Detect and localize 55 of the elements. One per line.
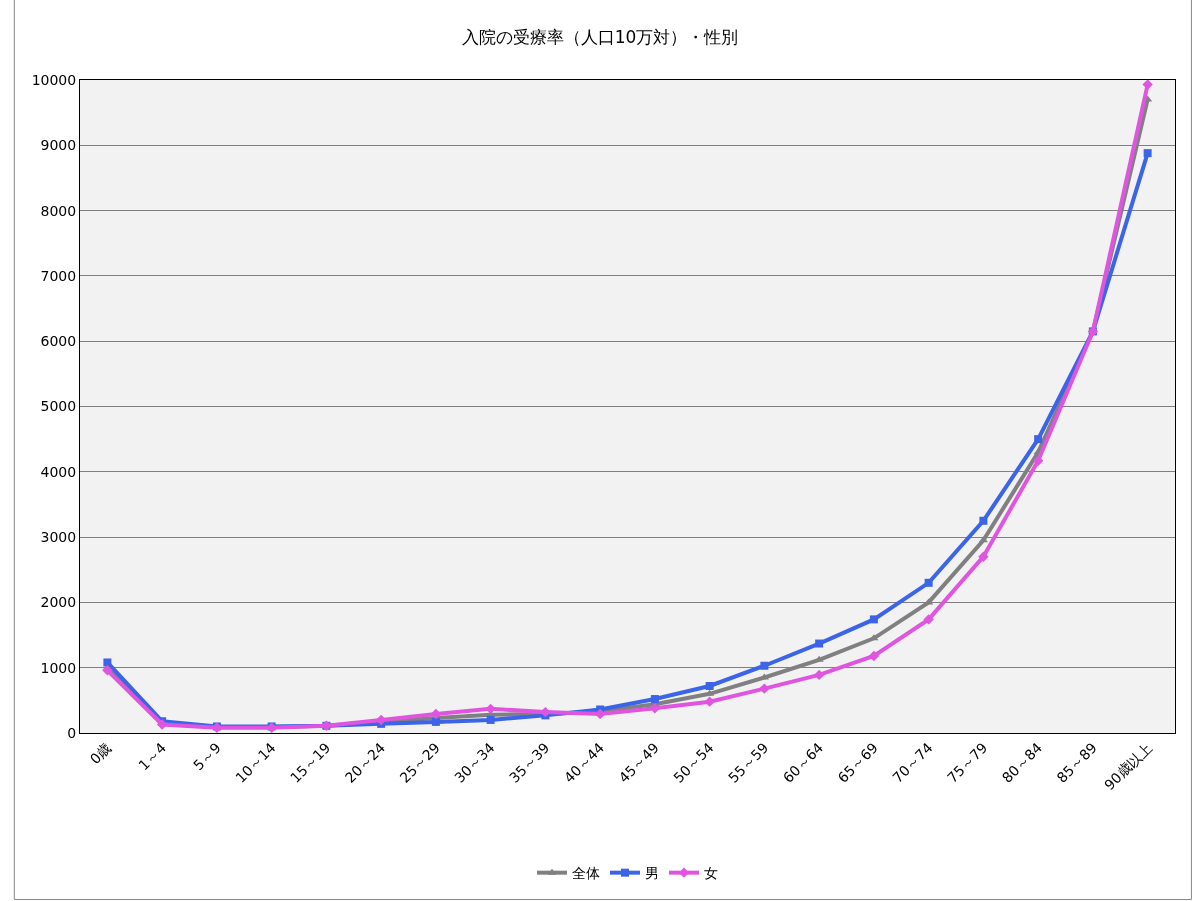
x-tick-label: 85～89 — [1053, 739, 1100, 786]
y-tick-label: 3000 — [40, 529, 77, 545]
y-tick-label: 5000 — [40, 398, 77, 415]
x-tick-label: 45～49 — [615, 739, 662, 786]
x-tick-label: 0歳 — [86, 739, 115, 768]
point — [650, 695, 659, 704]
x-tick-label: 55～59 — [725, 739, 772, 786]
x-tick-label: 75～79 — [944, 739, 991, 786]
x-tick-label: 5～9 — [190, 739, 224, 774]
y-tick-label: 4000 — [40, 463, 77, 480]
x-tick-label: 1～4 — [135, 739, 170, 774]
x-tick-label: 70～74 — [889, 739, 936, 786]
point — [924, 578, 933, 587]
x-tick-label: 15～19 — [287, 739, 334, 786]
legend-label: 男 — [645, 865, 659, 882]
point — [1034, 435, 1043, 444]
point — [1032, 455, 1044, 466]
point — [705, 681, 714, 690]
x-tick-label: 80～84 — [998, 739, 1046, 786]
x-tick-label: 10～14 — [232, 739, 279, 786]
y-tick-label: 9000 — [40, 137, 77, 154]
point — [815, 639, 824, 648]
point — [978, 551, 989, 562]
point — [923, 614, 934, 625]
x-tick-label: 25～29 — [396, 739, 443, 786]
point — [103, 658, 112, 667]
point — [868, 650, 880, 662]
x-tick-label: 90歳以上 — [1101, 739, 1155, 794]
x-tick-label: 65～69 — [834, 739, 881, 786]
x-tick-label: 20～24 — [341, 739, 389, 786]
y-tick-label: 8000 — [40, 202, 77, 219]
x-tick-label: 60～64 — [779, 739, 827, 786]
point — [759, 683, 770, 694]
point — [431, 717, 440, 726]
point — [704, 696, 715, 707]
point — [979, 516, 988, 525]
y-tick-label: 7000 — [40, 267, 77, 284]
point — [869, 615, 878, 624]
point — [1143, 149, 1152, 158]
legend-label: 女 — [704, 865, 718, 882]
x-tick-label: 40～44 — [560, 739, 608, 786]
y-tick-label: 10000 — [31, 71, 77, 88]
point — [1142, 80, 1153, 90]
x-tick-label: 35～39 — [506, 739, 553, 786]
x-tick-label: 30～34 — [451, 739, 498, 786]
y-tick-label: 0 — [67, 724, 77, 741]
legend-label: 全体 — [572, 865, 600, 882]
point — [486, 715, 495, 724]
x-tick-label: 50～54 — [670, 739, 717, 786]
y-tick-label: 2000 — [40, 594, 77, 611]
point — [102, 665, 113, 676]
chart-title: 入院の受療率（人口10万対）・性別 — [461, 27, 739, 48]
y-tick-label: 6000 — [40, 333, 77, 350]
point — [760, 661, 769, 670]
y-tick-label: 1000 — [40, 659, 77, 676]
